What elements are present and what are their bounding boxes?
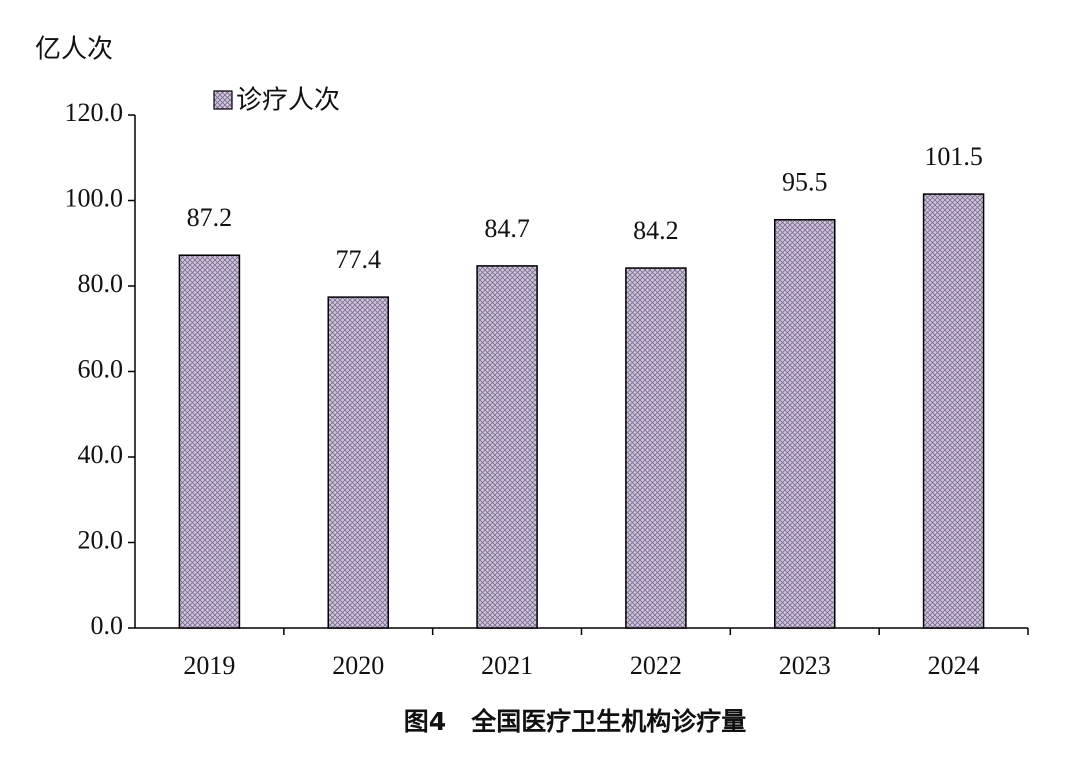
bar bbox=[774, 218, 836, 629]
data-label: 77.4 bbox=[336, 245, 382, 274]
legend-swatch bbox=[213, 90, 233, 110]
data-label: 95.5 bbox=[782, 168, 828, 197]
x-tick-label: 2019 bbox=[183, 651, 235, 680]
y-tick-label: 20.0 bbox=[78, 525, 124, 554]
chart-title: 图4 全国医疗卫生机构诊疗量 bbox=[404, 707, 746, 736]
bar bbox=[327, 296, 389, 629]
legend-label: 诊疗人次 bbox=[236, 86, 340, 116]
y-tick-label: 120.0 bbox=[65, 98, 124, 127]
bar bbox=[625, 267, 687, 629]
y-tick-label: 40.0 bbox=[78, 440, 124, 469]
bar bbox=[922, 193, 985, 629]
y-axis-label: 亿人次 bbox=[35, 35, 113, 65]
x-tick-label: 2023 bbox=[779, 651, 831, 680]
y-tick-label: 60.0 bbox=[78, 354, 124, 383]
data-label: 87.2 bbox=[187, 203, 233, 232]
y-tick-label: 80.0 bbox=[78, 269, 124, 298]
y-tick-label: 100.0 bbox=[65, 183, 124, 212]
bar bbox=[178, 254, 241, 629]
x-tick-label: 2024 bbox=[928, 651, 980, 680]
x-tick-label: 2022 bbox=[630, 651, 682, 680]
y-tick-label: 0.0 bbox=[91, 611, 124, 640]
x-tick-label: 2020 bbox=[332, 651, 384, 680]
x-tick-label: 2021 bbox=[481, 651, 533, 680]
data-label: 84.7 bbox=[484, 214, 530, 243]
bar bbox=[476, 265, 538, 629]
data-label: 84.2 bbox=[633, 216, 679, 245]
data-label: 101.5 bbox=[924, 142, 983, 171]
